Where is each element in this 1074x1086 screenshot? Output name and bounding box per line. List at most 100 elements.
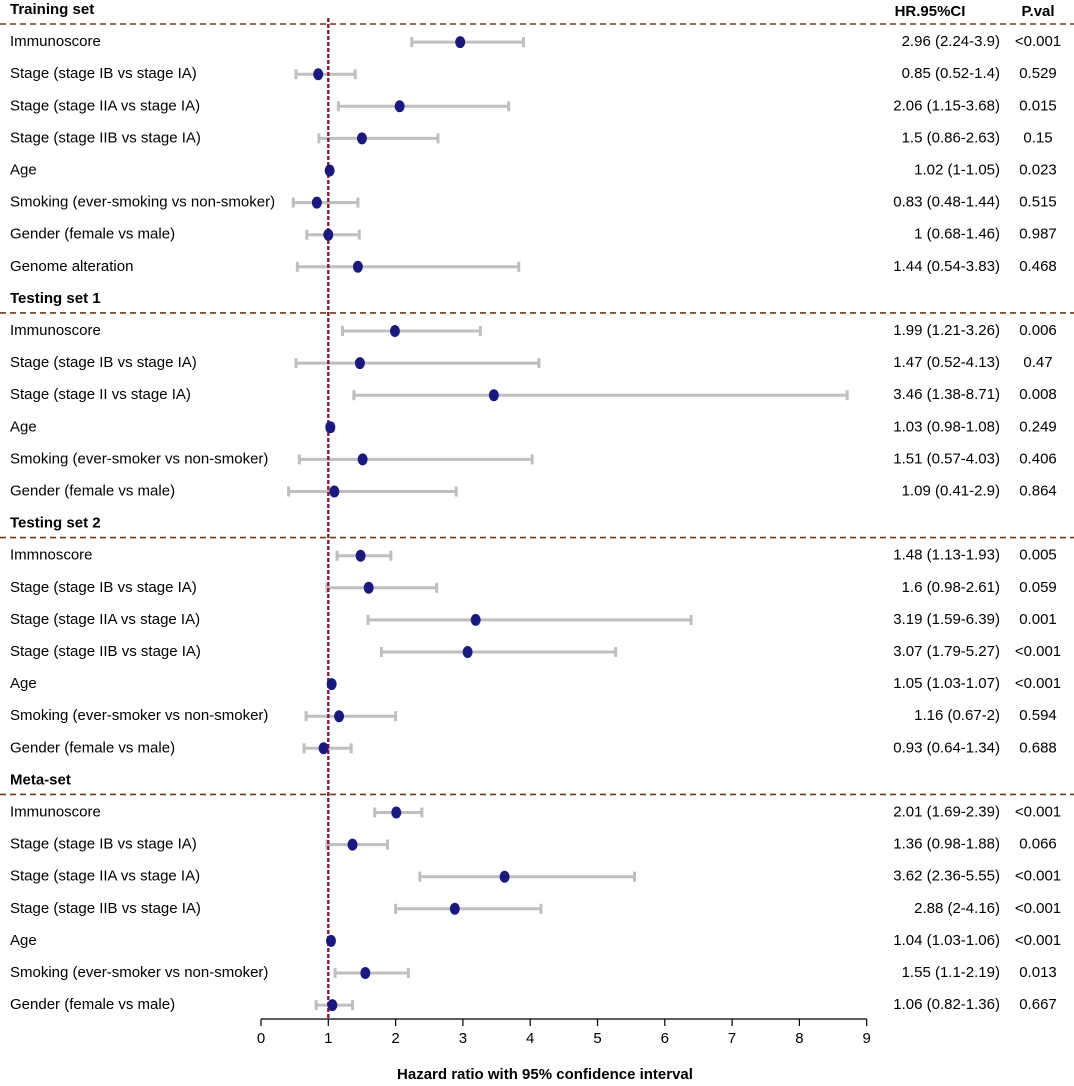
hr-point [313,68,324,81]
x-axis: 0 1 2 3 4 5 6 7 8 9 [257,1018,871,1047]
text-layer: Training set Immunoscore 2.96 (2.24-3.9) <0… [10,1,1061,1013]
hr-point [324,164,335,177]
row-label: Genome alteration [10,258,133,275]
p-value: 0.468 [1019,258,1057,275]
x-tick-label: 8 [795,1030,803,1047]
hr-point [499,870,510,883]
x-tick-label: 2 [391,1030,399,1047]
x-tick-label: 0 [257,1030,265,1047]
row-label: Immunoscore [10,803,101,820]
p-value: 0.529 [1019,65,1057,82]
p-value: <0.001 [1015,643,1061,660]
p-value: 0.008 [1019,386,1057,403]
p-value: <0.001 [1015,900,1061,917]
hr-ci-value: 1.99 (1.21-3.26) [893,322,1000,339]
x-tick-label: 4 [526,1030,534,1047]
p-value: 0.005 [1019,547,1057,564]
p-column-header: P.val [1021,3,1054,20]
row-label: Stage (stage IB vs stage IA) [10,579,197,596]
p-value: 0.594 [1019,707,1057,724]
hr-point [356,132,367,145]
hr-point [311,196,322,209]
p-value: 0.987 [1019,226,1057,243]
row-label: Immunoscore [10,33,101,50]
hr-point [449,902,460,915]
hr-point [334,710,345,723]
row-label: Stage (stage IIA vs stage IA) [10,97,200,114]
row-label: Stage (stage II vs stage IA) [10,386,191,403]
hr-ci-value: 2.88 (2-4.16) [914,900,1000,917]
hr-ci-value: 1.55 (1.1-2.19) [902,964,1000,981]
x-tick-label: 6 [661,1030,669,1047]
section-title: Training set [10,1,94,18]
hr-point [347,838,358,851]
row-label: Stage (stage IIB vs stage IA) [10,129,201,146]
hr-column-header: HR.95%CI [895,3,966,20]
row-label: Age [10,675,37,692]
p-value: 0.006 [1019,322,1057,339]
hr-ci-value: 1.47 (0.52-4.13) [893,354,1000,371]
hr-ci-value: 1.16 (0.67-2) [914,707,1000,724]
hr-ci-value: 1.36 (0.98-1.88) [893,836,1000,853]
row-label: Gender (female vs male) [10,482,175,499]
row-label: Stage (stage IIB vs stage IA) [10,900,201,917]
row-label: Smoking (ever-smoking vs non-smoker) [10,194,275,211]
hr-point [470,613,481,626]
hr-point [325,421,336,434]
hr-ci-value: 1.48 (1.13-1.93) [893,547,1000,564]
hr-ci-value: 2.06 (1.15-3.68) [893,97,1000,114]
row-label: Gender (female vs male) [10,996,175,1013]
row-label: Gender (female vs male) [10,226,175,243]
p-value: <0.001 [1015,803,1061,820]
hr-ci-value: 1.51 (0.57-4.03) [893,450,1000,467]
p-value: 0.667 [1019,996,1057,1013]
hr-ci-value: 1.04 (1.03-1.06) [893,932,1000,949]
row-label: Stage (stage IIA vs stage IA) [10,611,200,628]
p-value: 0.015 [1019,97,1057,114]
hr-point [325,934,336,947]
hr-ci-value: 2.96 (2.24-3.9) [902,33,1000,50]
hr-point [455,36,466,49]
hr-point [327,999,338,1012]
hr-point [394,100,405,113]
hr-ci-value: 1.03 (0.98-1.08) [893,418,1000,435]
hr-ci-value: 1.06 (0.82-1.36) [893,996,1000,1013]
p-value: 0.515 [1019,194,1057,211]
separator-layer [0,23,1074,796]
p-value: 0.688 [1019,739,1057,756]
row-label: Age [10,418,37,435]
row-label: Stage (stage IB vs stage IA) [10,354,197,371]
row-label: Age [10,161,37,178]
hr-point [352,260,363,273]
p-value: <0.001 [1015,675,1061,692]
hr-point [462,646,473,658]
hr-point [355,549,366,562]
hr-point [354,357,365,370]
ci-layer [287,37,849,1011]
row-label: Age [10,932,37,949]
x-tick-label: 9 [863,1030,871,1047]
p-value: 0.066 [1019,836,1057,853]
hr-ci-value: 0.85 (0.52-1.4) [902,65,1000,82]
hr-point [318,742,329,755]
row-label: Smoking (ever-smoker vs non-smoker) [10,707,268,724]
hr-ci-value: 3.07 (1.79-5.27) [893,643,1000,660]
row-label: Stage (stage IB vs stage IA) [10,836,197,853]
row-label: Smoking (ever-smoker vs non-smoker) [10,450,268,467]
hr-ci-value: 0.93 (0.64-1.34) [893,739,1000,756]
hr-point [363,581,374,594]
row-label: Gender (female vs male) [10,739,175,756]
row-label: Stage (stage IIB vs stage IA) [10,643,201,660]
hr-ci-value: 1.05 (1.03-1.07) [893,675,1000,692]
row-label: Smoking (ever-smoker vs non-smoker) [10,964,268,981]
p-value: <0.001 [1015,868,1061,885]
section-title: Testing set 2 [10,515,101,532]
row-label: Immunoscore [10,322,101,339]
hr-point [389,325,400,337]
p-value: 0.249 [1019,418,1057,435]
x-tick-label: 7 [728,1030,736,1047]
hr-point [488,389,499,402]
hr-point [357,453,368,466]
x-tick-label: 5 [593,1030,601,1047]
